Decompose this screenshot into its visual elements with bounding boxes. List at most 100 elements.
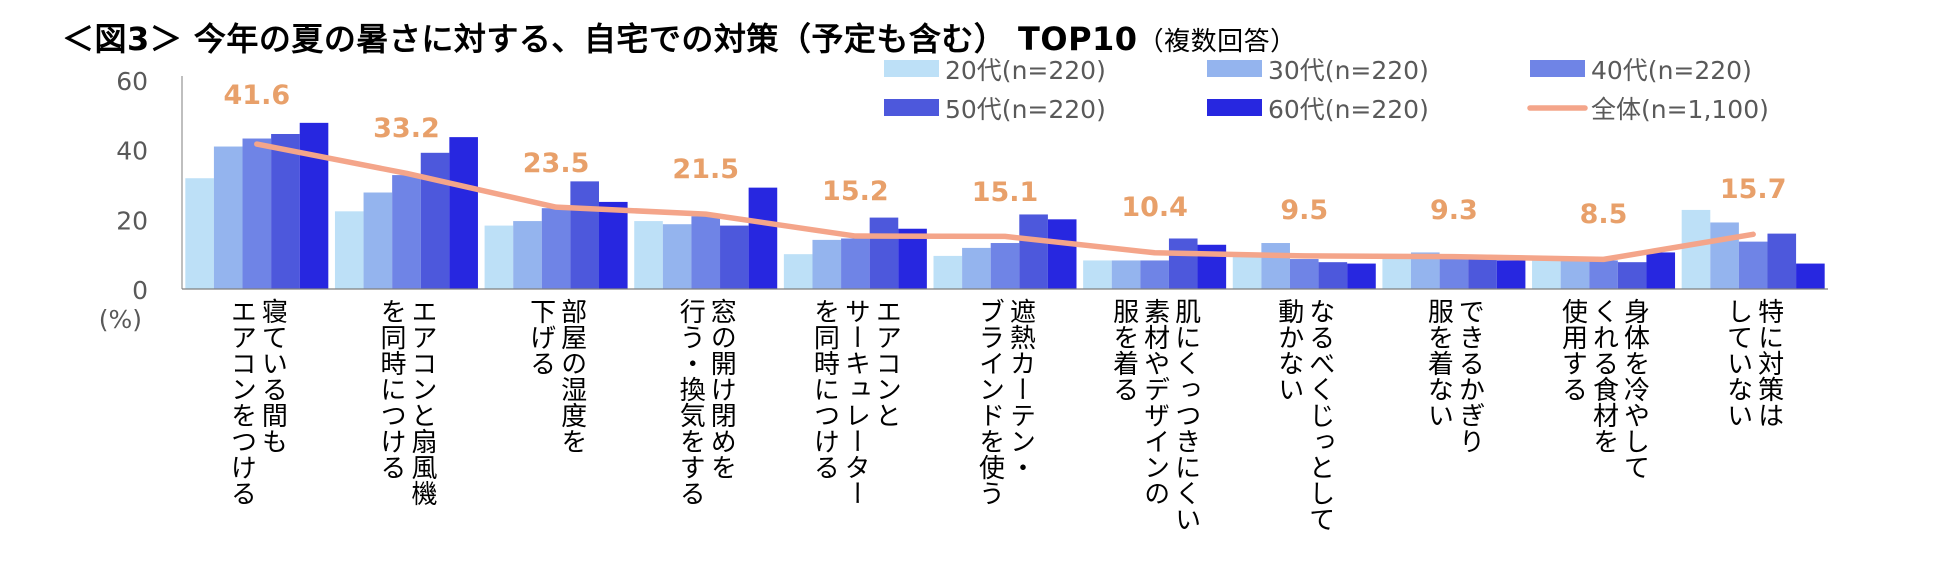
category-label: くれる食材を	[1589, 298, 1619, 454]
data-label: 15.7	[1720, 174, 1787, 205]
legend-swatch	[884, 60, 939, 77]
bar	[1140, 260, 1169, 289]
bar	[1646, 252, 1676, 289]
category-label: 部屋の湿度を	[557, 298, 587, 454]
bar	[1047, 219, 1077, 289]
data-label: 9.3	[1430, 195, 1478, 226]
bar	[271, 133, 300, 289]
bar	[449, 137, 478, 289]
bar	[933, 255, 963, 289]
bar	[598, 201, 628, 289]
bar	[1019, 214, 1048, 289]
category-label: 素材やデザインの	[1140, 298, 1170, 506]
bar	[990, 243, 1020, 289]
bar	[662, 224, 692, 289]
y-axis-label: (%)	[99, 305, 142, 334]
category-label: 身体を冷やして	[1620, 298, 1650, 480]
category-label: 服を着ない	[1423, 298, 1453, 428]
bar	[783, 254, 813, 289]
legend-swatch	[1207, 60, 1262, 77]
bar	[748, 187, 778, 289]
category-label: 行う・換気をする	[675, 298, 705, 506]
bar	[1439, 255, 1469, 289]
bar	[484, 225, 514, 289]
bar	[392, 175, 421, 289]
category-label: 寝ている間も	[257, 298, 287, 454]
bar	[420, 152, 450, 289]
category-label: ブラインドを使う	[975, 298, 1005, 506]
data-label: 9.5	[1280, 195, 1328, 226]
bar	[1681, 209, 1711, 289]
chart-title-note: （複数回答）	[1137, 27, 1297, 57]
bar	[185, 178, 214, 289]
bar	[1617, 262, 1647, 289]
chart-title: ＜図3＞ 今年の夏の暑さに対する、自宅での対策（予定も含む） TOP10（複数回…	[62, 14, 1297, 60]
bar	[1496, 260, 1526, 289]
bar	[513, 221, 542, 289]
category-label: を同時につける	[376, 298, 406, 480]
legend-label: 全体(n=1,100)	[1591, 95, 1769, 124]
bar	[1767, 233, 1797, 289]
bar	[1589, 260, 1618, 289]
bar	[1382, 254, 1412, 289]
category-label: 動かない	[1274, 298, 1304, 402]
category-label: していない	[1723, 298, 1753, 428]
data-label: 33.2	[373, 113, 440, 144]
bar	[1710, 222, 1739, 289]
bar	[691, 216, 721, 289]
bar	[1532, 260, 1561, 289]
data-label: 15.2	[822, 176, 889, 207]
bar	[334, 211, 364, 289]
category-label: サーキュレーター	[840, 298, 870, 506]
category-label: 特に対策は	[1754, 298, 1784, 428]
data-label: 23.5	[523, 148, 590, 179]
bar	[1796, 263, 1825, 289]
bar	[1738, 241, 1768, 289]
category-label: 服を着る	[1109, 298, 1139, 402]
y-tick-label: 40	[116, 137, 148, 166]
legend-label: 50代(n=220)	[945, 95, 1106, 124]
y-tick-label: 20	[116, 206, 148, 235]
legend-label: 60代(n=220)	[1268, 95, 1429, 124]
data-label: 41.6	[224, 80, 291, 111]
legend-swatch	[884, 99, 939, 116]
bar	[720, 225, 749, 289]
category-label: できるかぎり	[1454, 298, 1484, 454]
bar	[1468, 259, 1497, 289]
legend-swatch	[1530, 60, 1585, 77]
data-label: 8.5	[1580, 199, 1628, 230]
bar	[1111, 260, 1141, 289]
category-label: を同時につける	[809, 298, 839, 480]
bar	[1289, 259, 1319, 289]
bar	[1261, 243, 1290, 289]
bar	[242, 138, 272, 289]
bar	[570, 181, 599, 289]
legend-label: 40代(n=220)	[1591, 56, 1752, 85]
bar	[213, 146, 243, 289]
legend-label: 30代(n=220)	[1268, 56, 1429, 85]
category-label: 肌にくっつきにくい	[1171, 298, 1201, 532]
category-label: エアコンと扇風機	[407, 298, 437, 506]
bar	[1318, 262, 1348, 289]
bar	[1083, 260, 1112, 289]
series-line-total	[254, 141, 1756, 263]
legend-label: 20代(n=220)	[945, 56, 1106, 85]
legend-swatch	[1207, 99, 1262, 116]
bar	[634, 221, 663, 289]
chart-title-main: ＜図3＞ 今年の夏の暑さに対する、自宅での対策（予定も含む） TOP10	[62, 20, 1138, 58]
bar	[1347, 263, 1376, 289]
category-label: 窓の開け閉めを	[706, 298, 736, 480]
category-label: エアコンと	[871, 298, 901, 428]
data-label: 21.5	[672, 154, 739, 185]
category-label: 使用する	[1558, 298, 1588, 402]
y-tick-label: 60	[116, 67, 148, 96]
bar	[1232, 254, 1262, 289]
bar	[1560, 260, 1590, 289]
bar	[962, 247, 991, 289]
bar	[363, 192, 393, 289]
bar	[541, 208, 571, 289]
bar	[1168, 238, 1198, 289]
data-label: 10.4	[1121, 192, 1188, 223]
bar	[869, 217, 899, 289]
